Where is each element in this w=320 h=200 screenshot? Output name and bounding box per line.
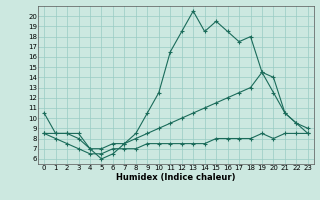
X-axis label: Humidex (Indice chaleur): Humidex (Indice chaleur) (116, 173, 236, 182)
